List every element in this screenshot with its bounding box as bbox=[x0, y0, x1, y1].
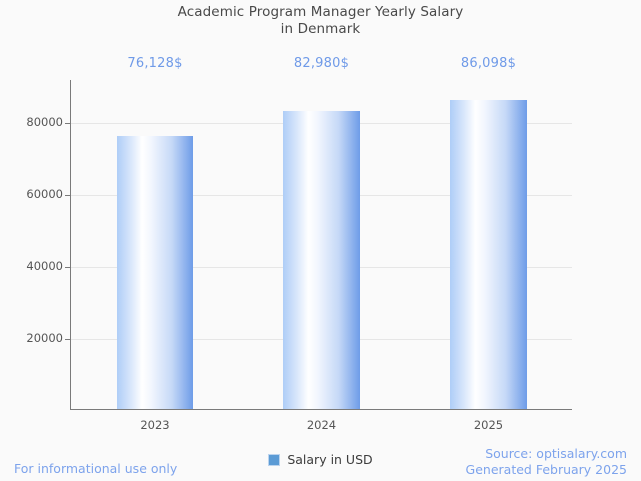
legend-swatch-salary-icon bbox=[268, 453, 281, 466]
xtick-label-2025: 2025 bbox=[473, 418, 504, 432]
x-axis-line bbox=[70, 409, 572, 410]
xtick-label-2023: 2023 bbox=[140, 418, 170, 432]
ytick-label-80000: 80000 bbox=[26, 115, 63, 129]
ytick-label-20000: 20000 bbox=[26, 331, 63, 345]
ytick-mark-40000 bbox=[65, 267, 70, 268]
bar-2024[interactable] bbox=[283, 111, 360, 409]
bar-value-label-2023: 76,128$ bbox=[127, 56, 183, 71]
y-axis-line bbox=[70, 80, 71, 410]
bar-2025[interactable] bbox=[450, 100, 527, 409]
chart-legend: Salary in USD bbox=[0, 452, 641, 467]
bar-2023[interactable] bbox=[117, 136, 193, 409]
generated-date-text: Generated February 2025 bbox=[465, 462, 627, 477]
bar-value-label-2024: 82,980$ bbox=[293, 56, 350, 71]
chart-title: Academic Program Manager Yearly Salary i… bbox=[0, 4, 641, 38]
plot-area: 80000 60000 40000 20000 2023 2024 2025 bbox=[26, 80, 572, 432]
disclaimer-text: For informational use only bbox=[14, 461, 178, 476]
ytick-mark-60000 bbox=[65, 195, 70, 196]
xtick-label-2024: 2024 bbox=[306, 418, 337, 432]
ytick-label-60000: 60000 bbox=[26, 187, 63, 201]
bar-value-label-2025: 86,098$ bbox=[460, 56, 517, 71]
chart-title-line-1: Academic Program Manager Yearly Salary bbox=[177, 4, 464, 20]
source-text: Source: optisalary.com bbox=[485, 446, 627, 461]
ytick-label-40000: 40000 bbox=[26, 259, 63, 273]
source-block: Source: optisalary.com Generated Februar… bbox=[466, 446, 627, 478]
ytick-mark-80000 bbox=[65, 123, 70, 124]
chart-title-line-2: in Denmark bbox=[280, 21, 361, 37]
ytick-mark-20000 bbox=[65, 339, 70, 340]
legend-label-salary[interactable]: Salary in USD bbox=[287, 452, 373, 467]
